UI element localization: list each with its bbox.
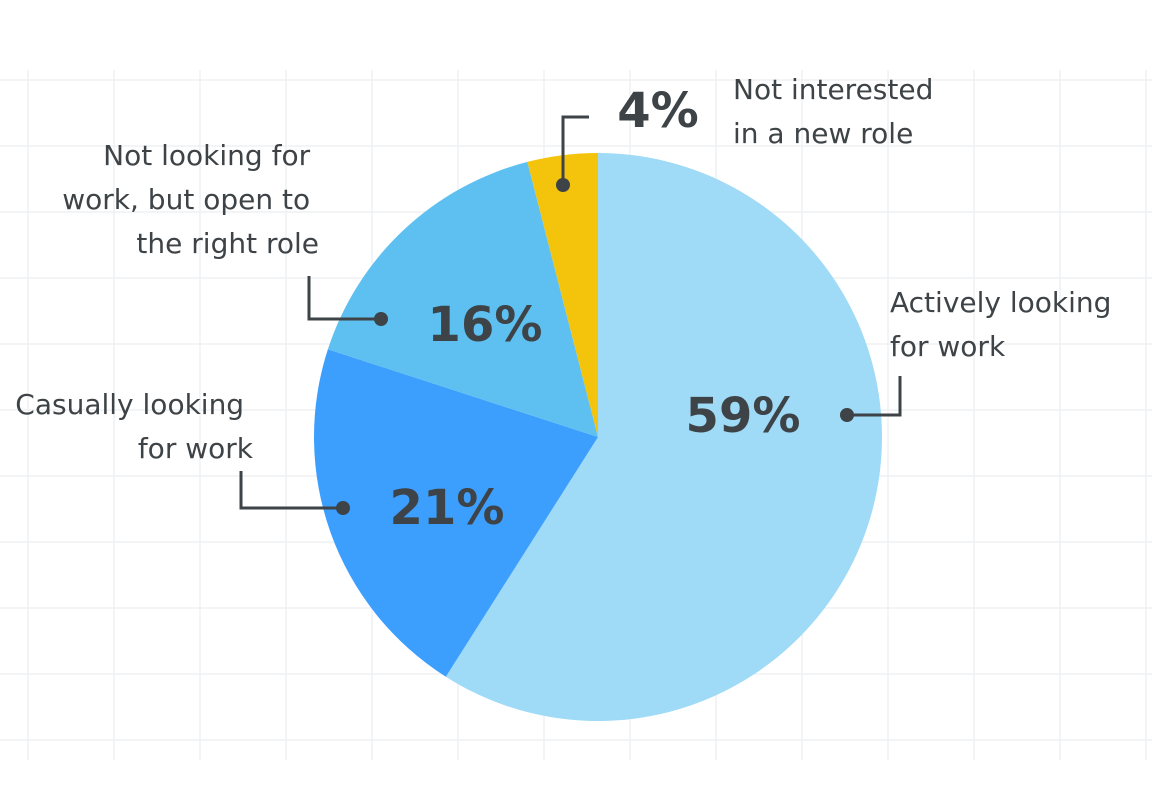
slice-percent-actively-looking: 59%	[686, 388, 801, 444]
slice-percent-open-to-right-role: 16%	[428, 297, 543, 353]
leader-line-open-to-right-role	[307, 276, 381, 321]
category-label-actively-looking: Actively looking for work	[890, 286, 1120, 363]
leader-lines	[239, 115, 902, 515]
category-label-open-to-right-role: Not looking for work, but open to the ri…	[62, 139, 319, 260]
category-label-not-interested: Not interested in a new role	[733, 73, 942, 150]
leader-line-not-interested	[561, 115, 589, 185]
leader-line-casually-looking	[239, 471, 343, 510]
leader-dot-actively-looking	[840, 408, 854, 422]
pie-slice-1	[314, 349, 598, 677]
pie-slice-2	[327, 161, 598, 438]
slice-percent-casually-looking: 21%	[390, 480, 505, 536]
pie-slice-3	[527, 153, 598, 437]
leader-dot-not-interested	[556, 178, 570, 192]
slice-percent-not-interested: 4%	[617, 83, 699, 139]
leader-line-actively-looking	[847, 376, 902, 417]
leader-dot-open-to-right-role	[374, 312, 388, 326]
leader-dot-casually-looking	[336, 501, 350, 515]
pie-slices	[314, 153, 883, 721]
category-label-casually-looking: Casually looking for work	[15, 388, 253, 465]
pie-slice-0	[445, 153, 883, 721]
